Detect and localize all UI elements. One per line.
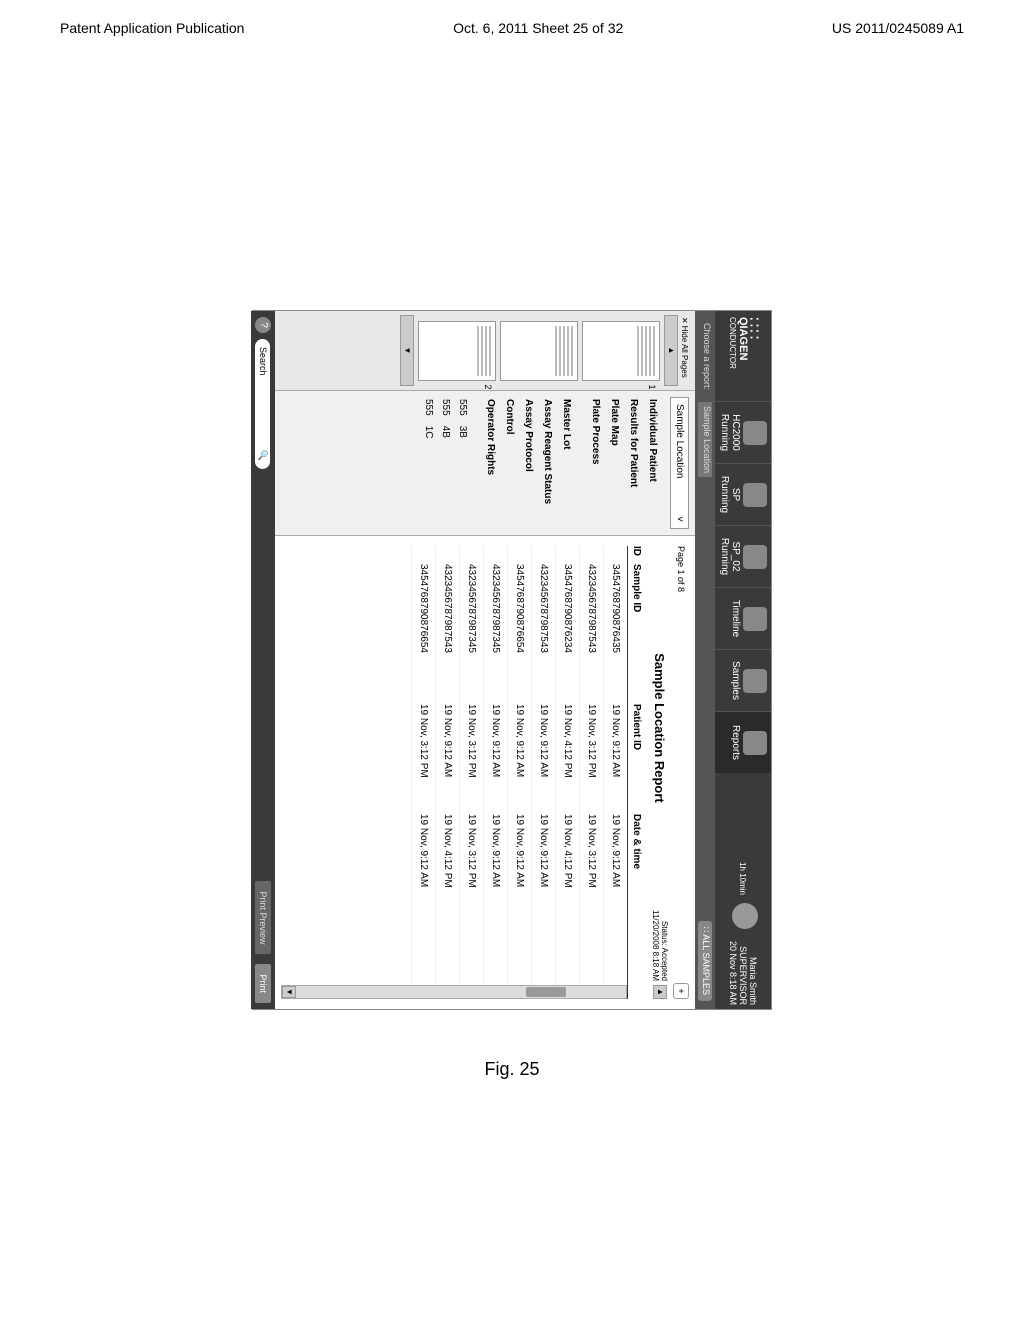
- col-date: Date & time: [631, 814, 642, 999]
- thumb-scroll-up[interactable]: ▲: [664, 315, 678, 386]
- help-button[interactable]: ?: [255, 317, 271, 333]
- print-preview-button[interactable]: Print Preview: [255, 881, 271, 954]
- nav-timeline[interactable]: Timeline: [715, 587, 771, 649]
- hide-pages-button[interactable]: ✕ Hide All Pages: [678, 315, 691, 386]
- sidebar-plate-process[interactable]: Plate Process: [586, 397, 605, 529]
- status-box: Status: Accepted 11/20/2008 8:18 AM: [651, 910, 669, 981]
- avatar-icon: [732, 903, 758, 929]
- nav-sp02[interactable]: SP_02Running: [715, 525, 771, 587]
- crumb-choose: Choose a report:: [698, 319, 712, 394]
- nav-reports[interactable]: Reports: [715, 711, 771, 773]
- nav-samples[interactable]: Samples: [715, 649, 771, 711]
- table-row[interactable]: 432345678798754319 Nov, 9:12 AM19 Nov, 4…: [435, 546, 459, 985]
- col-id: ID: [631, 546, 642, 564]
- user-panel[interactable]: Maria Smith SUPERVISOR 20 Nov 8:18 AM: [724, 899, 762, 1009]
- vertical-scrollbar[interactable]: ▼: [281, 985, 627, 999]
- timer: 1h 10min: [739, 858, 748, 899]
- scrollbar-thumb[interactable]: [526, 987, 566, 997]
- table-row[interactable]: 432345678798754319 Nov, 3:12 PM19 Nov, 3…: [579, 546, 603, 985]
- col-patient: Patient ID: [631, 704, 642, 814]
- sidebar-control[interactable]: Control: [500, 397, 519, 529]
- nav-hc2000[interactable]: HC2000Running: [715, 401, 771, 463]
- sidebar-row[interactable]: 5553B: [454, 397, 471, 529]
- sidebar-plate-map[interactable]: Plate Map: [605, 397, 624, 529]
- device-icon: [743, 545, 767, 569]
- page-indicator: Page 1 of 8: [676, 546, 686, 592]
- page-thumb-2[interactable]: [500, 321, 578, 381]
- table-row[interactable]: 432345678798734519 Nov, 3:12 PM19 Nov, 3…: [459, 546, 483, 985]
- reports-icon: [743, 731, 767, 755]
- add-button[interactable]: +: [673, 983, 689, 999]
- header-left: Patent Application Publication: [60, 20, 244, 36]
- print-button[interactable]: Print: [255, 964, 271, 1003]
- sidebar-operator-rights[interactable]: Operator Rights: [481, 397, 500, 529]
- brand-logo-icon: ∷∷: [750, 317, 758, 395]
- page-thumb-3[interactable]: 2: [418, 321, 496, 381]
- table-header: ID Sample ID Patient ID Date & time: [627, 546, 645, 999]
- header-center: Oct. 6, 2011 Sheet 25 of 32: [453, 20, 623, 36]
- table-row[interactable]: 432345678798754319 Nov, 9:12 AM19 Nov, 9…: [531, 546, 555, 985]
- page-thumbnails: ✕ Hide All Pages ▲ 1 2 ▼: [275, 311, 695, 391]
- device-icon: [743, 483, 767, 507]
- report-content: Page 1 of 8 + Sample Location Report Sta…: [275, 536, 695, 1009]
- table-row[interactable]: 345476879087665419 Nov, 3:12 PM19 Nov, 9…: [411, 546, 435, 985]
- header-right: US 2011/0245089 A1: [832, 20, 964, 36]
- table-row[interactable]: 432345678798734519 Nov, 9:12 AM19 Nov, 9…: [483, 546, 507, 985]
- table-row[interactable]: 345476879087643519 Nov, 9:12 AM19 Nov, 9…: [603, 546, 627, 985]
- sidebar-master-lot[interactable]: Master Lot: [557, 397, 576, 529]
- crumb-current[interactable]: Sample Location: [698, 402, 712, 477]
- figure-caption: Fig. 25: [484, 1059, 539, 1080]
- brand-name: QIAGEN: [738, 317, 750, 395]
- chevron-down-icon: ˅: [674, 516, 685, 522]
- page-thumb-1[interactable]: 1: [582, 321, 660, 381]
- table-row[interactable]: 345476879087665419 Nov, 9:12 AM19 Nov, 9…: [507, 546, 531, 985]
- device-icon: [743, 421, 767, 445]
- patent-header: Patent Application Publication Oct. 6, 2…: [0, 0, 1024, 46]
- timeline-icon: [743, 607, 767, 631]
- sidebar-row[interactable]: 5551C: [420, 397, 437, 529]
- search-input[interactable]: Search🔍: [256, 339, 271, 469]
- topbar: ∷∷ QIAGEN CONDUCTOR HC2000Running SPRunn…: [715, 311, 771, 1009]
- col-sample: Sample ID: [631, 564, 642, 704]
- close-icon: ✕: [680, 317, 689, 324]
- report-title: Sample Location Report: [653, 546, 668, 910]
- sidebar-assay-protocol[interactable]: Assay Protocol: [519, 397, 538, 529]
- brand: ∷∷ QIAGEN CONDUCTOR: [725, 311, 762, 401]
- footer: ? Search🔍 Print Preview Print: [251, 311, 275, 1009]
- search-icon: 🔍: [258, 450, 269, 461]
- breadcrumb: Choose a report: Sample Location ∷ ALL S…: [695, 311, 715, 1009]
- table-row[interactable]: 345476879087623419 Nov, 4:12 PM19 Nov, 4…: [555, 546, 579, 985]
- samples-icon: [743, 669, 767, 693]
- thumb-scroll-down[interactable]: ▼: [400, 315, 414, 386]
- content-scroll-down[interactable]: ▼: [282, 986, 296, 998]
- sidebar-row[interactable]: 5554B: [437, 397, 454, 529]
- all-samples-button[interactable]: ∷ ALL SAMPLES: [698, 921, 712, 1001]
- sidebar-assay-reagent[interactable]: Assay Reagent Status: [538, 397, 557, 529]
- content-scroll-up[interactable]: ▲: [653, 985, 667, 999]
- sidebar-results-patient[interactable]: Results for Patient: [624, 397, 643, 529]
- report-sidebar: Sample Location˅ Individual Patient Resu…: [275, 391, 695, 536]
- main-area: ✕ Hide All Pages ▲ 1 2 ▼ Sample Location…: [275, 311, 695, 1009]
- brand-product: CONDUCTOR: [729, 317, 738, 395]
- app-screenshot: ∷∷ QIAGEN CONDUCTOR HC2000Running SPRunn…: [252, 310, 772, 1010]
- main-nav: HC2000Running SPRunning SP_02Running Tim…: [715, 401, 771, 858]
- table-body: 345476879087643519 Nov, 9:12 AM19 Nov, 9…: [281, 546, 627, 985]
- nav-sp[interactable]: SPRunning: [715, 463, 771, 525]
- report-type-dropdown[interactable]: Sample Location˅: [670, 397, 689, 529]
- sidebar-individual-patient[interactable]: Individual Patient: [643, 397, 662, 529]
